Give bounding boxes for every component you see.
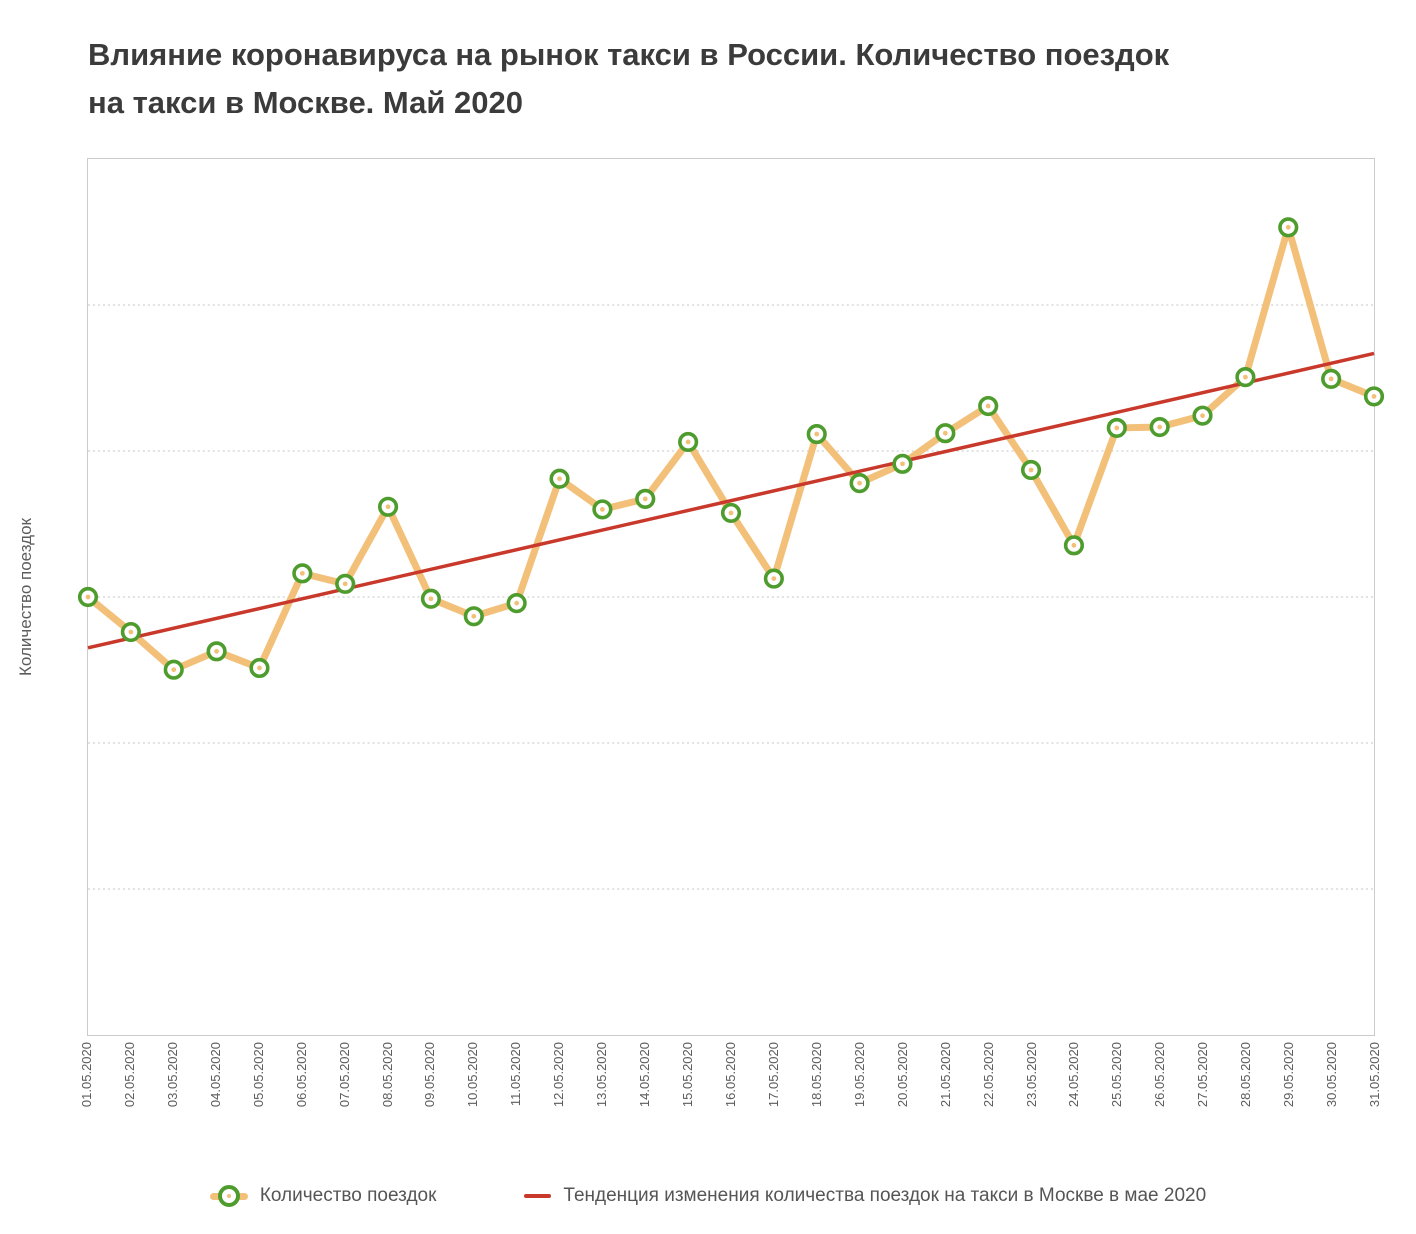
x-tick-label: 02.05.2020 [121, 1042, 137, 1108]
x-tick-label: 25.05.2020 [1109, 1042, 1125, 1108]
x-tick-label: 31.05.2020 [1367, 1042, 1382, 1108]
series-marker-icon [209, 1184, 248, 1208]
chart-title: Влияние коронавируса на рынок такси в Ро… [88, 36, 1170, 120]
x-tick-label: 12.05.2020 [551, 1042, 567, 1108]
legend-item-trend: Тенденция изменения количества поездок н… [524, 1185, 1206, 1207]
x-tick-label: 29.05.2020 [1281, 1042, 1297, 1108]
x-tick-label: 23.05.2020 [1023, 1042, 1039, 1108]
y-axis-title: Количество поездок [8, 158, 44, 1036]
x-tick-label: 06.05.2020 [293, 1042, 309, 1108]
x-tick-label: 14.05.2020 [637, 1042, 653, 1108]
x-tick-label: 26.05.2020 [1152, 1042, 1168, 1108]
legend-item-series: Количество поездок [209, 1184, 437, 1208]
x-tick-label: 03.05.2020 [164, 1042, 180, 1108]
x-tick-label: 21.05.2020 [937, 1042, 953, 1108]
trend-line-icon [524, 1194, 552, 1198]
series-dot-icon [226, 1194, 231, 1198]
x-tick-label: 05.05.2020 [250, 1042, 266, 1108]
x-tick-label: 11.05.2020 [508, 1042, 524, 1107]
line-chart-canvas [77, 217, 1385, 890]
x-tick-label: 09.05.2020 [422, 1042, 438, 1108]
x-tick-label: 30.05.2020 [1324, 1042, 1340, 1108]
x-tick-label: 15.05.2020 [680, 1042, 696, 1108]
x-tick-label: 19.05.2020 [851, 1042, 867, 1108]
x-tick-label: 13.05.2020 [594, 1042, 610, 1108]
x-tick-label: 10.05.2020 [465, 1042, 481, 1108]
x-tick-label: 17.05.2020 [765, 1042, 781, 1108]
y-axis-title-text: Количество поездок [16, 518, 35, 676]
chart-area: 01.05.2020 02.05.2020 03.05.2020 04.05.2020… [77, 158, 1385, 1107]
x-tick-label: 07.05.2020 [336, 1042, 352, 1108]
x-tick-label: 04.05.2020 [207, 1042, 223, 1108]
x-tick-label: 28.05.2020 [1238, 1042, 1254, 1108]
x-tick-label: 08.05.2020 [379, 1042, 395, 1108]
x-tick-label: 18.05.2020 [808, 1042, 824, 1108]
x-tick-label: 24.05.2020 [1066, 1042, 1082, 1108]
legend: Количество поездок Тенденция изменения к… [0, 1184, 1416, 1208]
x-tick-label: 27.05.2020 [1195, 1042, 1211, 1108]
x-tick-label: 16.05.2020 [723, 1042, 738, 1108]
legend-trend-label: Тенденция изменения количества поездок н… [563, 1185, 1207, 1206]
x-axis-labels: 01.05.2020 02.05.2020 03.05.2020 04.05.2020… [79, 158, 1382, 1234]
x-tick-label: 20.05.2020 [894, 1042, 910, 1108]
x-tick-label: 01.05.2020 [79, 1042, 94, 1108]
legend-series-label: Количество поездок [259, 1185, 437, 1206]
x-tick-label: 22.05.2020 [980, 1042, 996, 1108]
plot-area [77, 158, 1385, 1036]
